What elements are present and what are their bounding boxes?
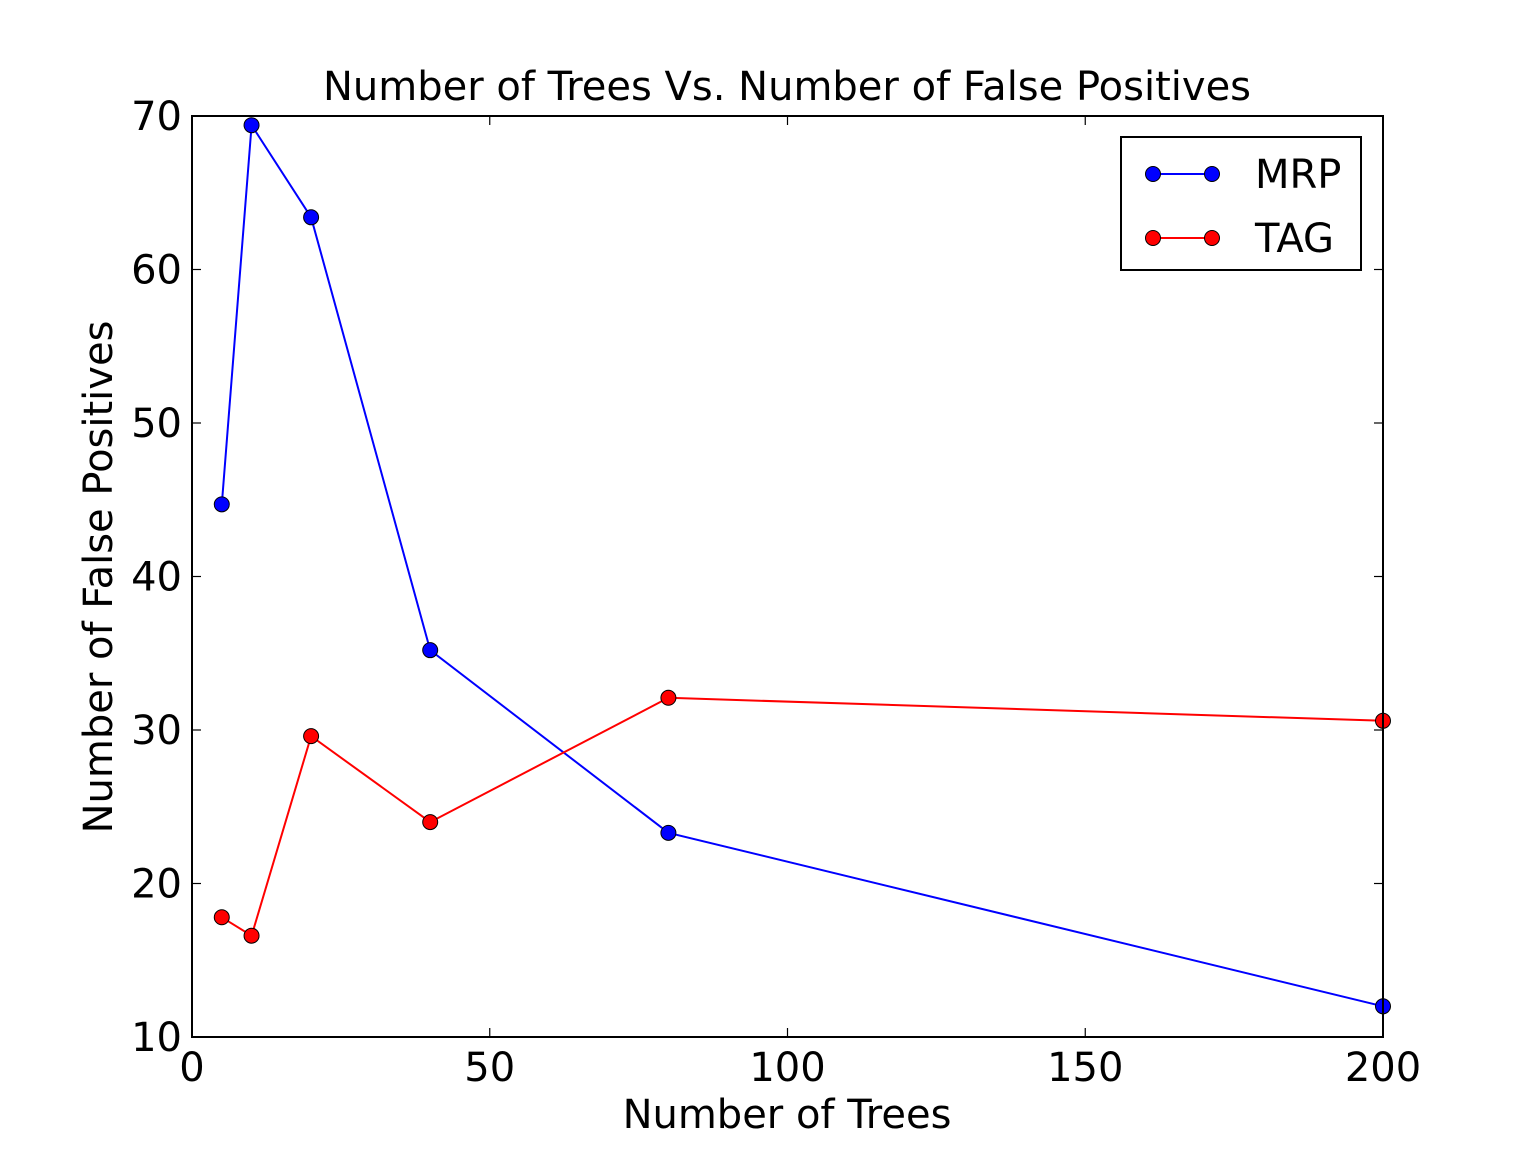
data-point-mrp xyxy=(660,824,677,841)
plot-area: 0 50 100 150 200 10 20 30 40 50 60 70 xyxy=(131,94,1421,1091)
data-point-tag xyxy=(213,909,230,926)
y-axis-label: Number of False Positives xyxy=(76,321,122,834)
y-tick-label: 40 xyxy=(131,555,182,601)
legend: MRP TAG xyxy=(1120,136,1362,271)
data-point-tag xyxy=(243,927,260,944)
chart-title: Number of Trees Vs. Number of False Posi… xyxy=(323,64,1251,110)
legend-label-mrp: MRP xyxy=(1255,152,1341,198)
data-point-mrp xyxy=(213,496,230,513)
legend-box xyxy=(1120,136,1362,271)
axes-frame xyxy=(191,115,1384,1038)
y-tick-label: 20 xyxy=(131,862,182,908)
legend-marker-mrp xyxy=(1145,166,1161,182)
data-point-mrp xyxy=(243,117,260,134)
x-tick-label: 150 xyxy=(1047,1045,1123,1091)
series-line-mrp xyxy=(220,122,1384,1008)
y-tick-label: 60 xyxy=(131,248,182,294)
x-tick-label: 200 xyxy=(1345,1045,1421,1091)
data-point-mrp xyxy=(422,642,439,659)
x-tick-label: 0 xyxy=(179,1045,204,1091)
y-tick-label: 70 xyxy=(131,94,182,140)
series-line-tag xyxy=(221,696,1384,938)
legend-label-tag: TAG xyxy=(1254,216,1334,262)
y-tick-label: 30 xyxy=(131,708,182,754)
x-tick-label: 100 xyxy=(749,1045,825,1091)
data-point-tag xyxy=(303,728,320,745)
legend-marker-tag xyxy=(1204,230,1220,246)
legend-marker-tag xyxy=(1145,230,1161,246)
x-axis-label: Number of Trees xyxy=(623,1092,952,1138)
x-tick-label: 50 xyxy=(464,1045,515,1091)
data-point-tag xyxy=(660,689,677,706)
y-tick-label: 50 xyxy=(131,401,182,447)
y-tick-label: 10 xyxy=(131,1015,182,1061)
data-point-tag xyxy=(422,814,439,831)
legend-marker-mrp xyxy=(1204,166,1220,182)
data-point-mrp xyxy=(303,209,320,226)
